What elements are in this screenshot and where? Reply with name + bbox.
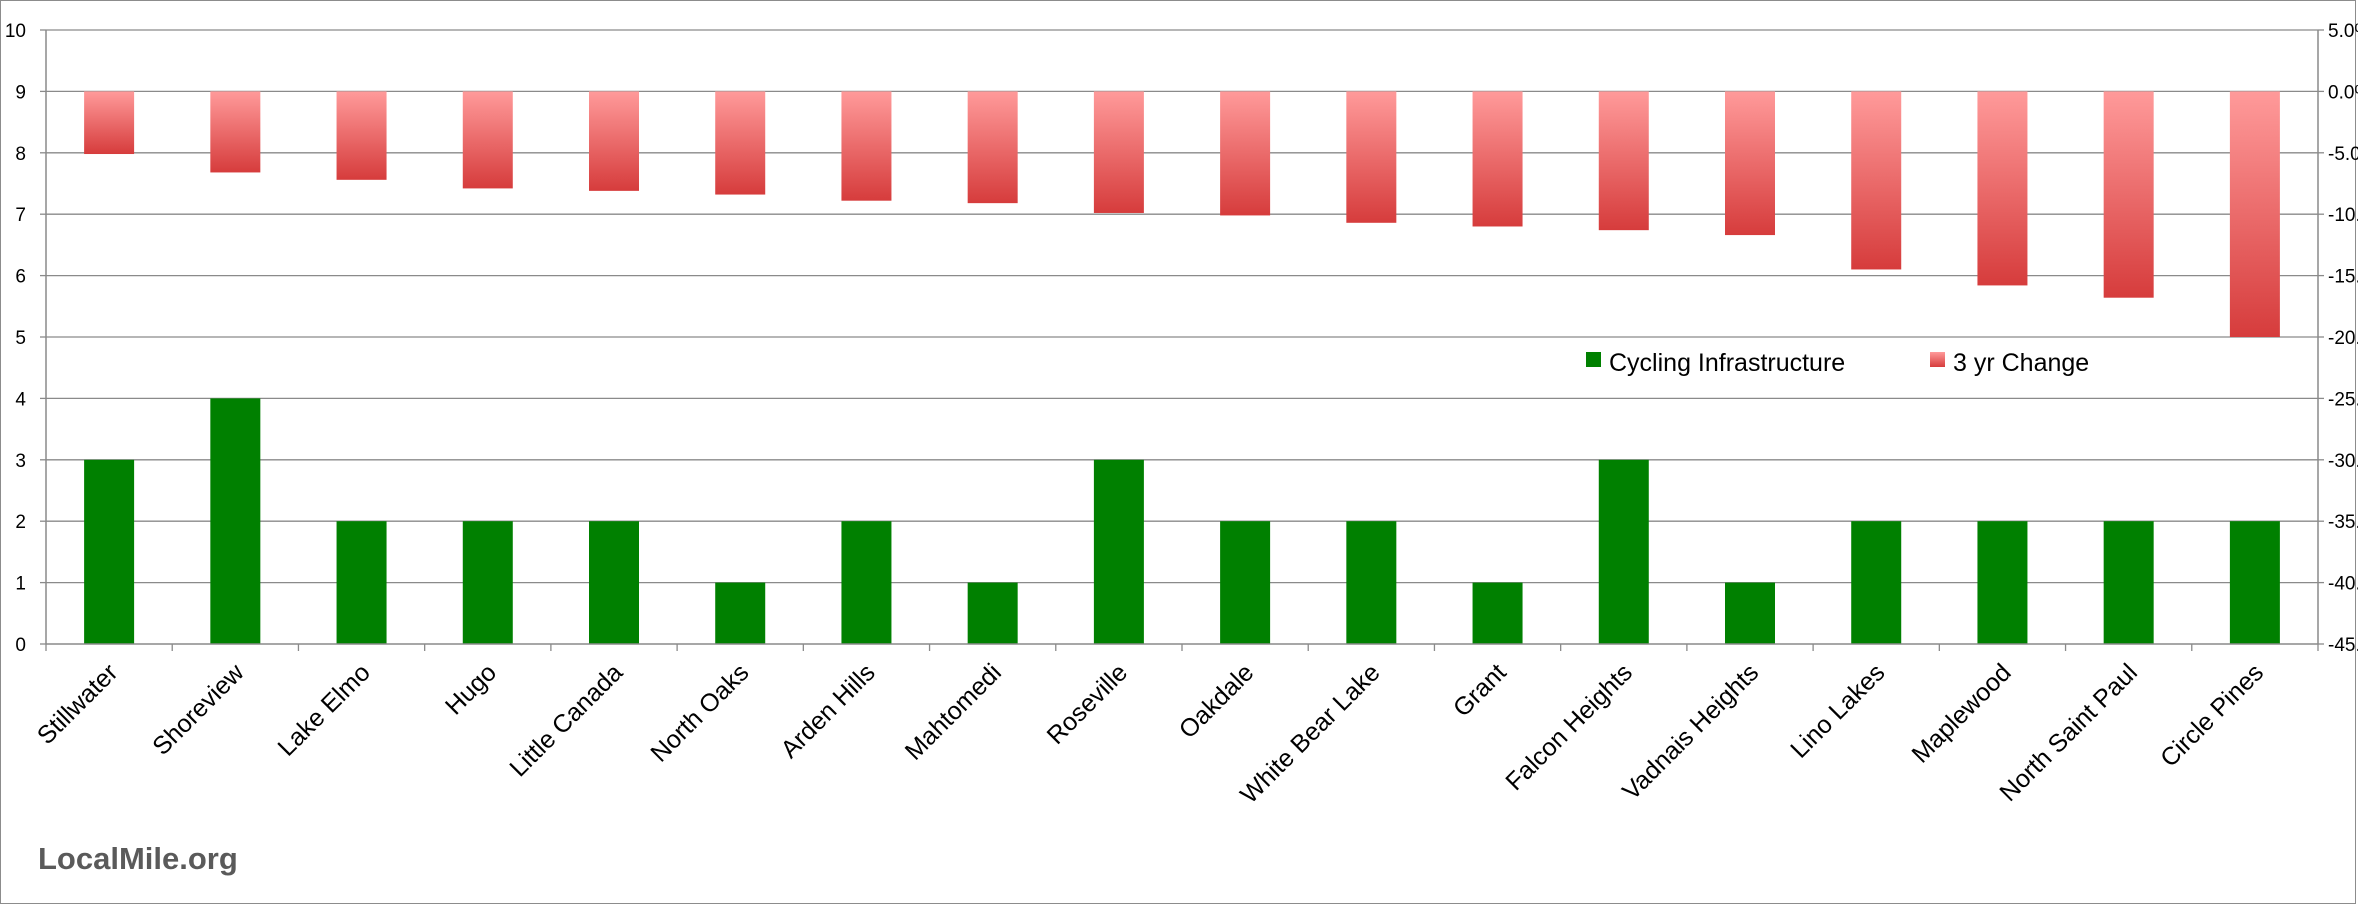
x-category-label: White Bear Lake	[1235, 658, 1385, 808]
y-left-tick-label: 10	[5, 21, 26, 42]
legend-swatch-3yr-change	[1930, 352, 1945, 367]
y-left-tick-label: 4	[15, 389, 26, 410]
x-category-label: Oakdale	[1174, 658, 1260, 744]
x-category-label: Roseville	[1042, 658, 1134, 750]
bar-cycling-infrastructure	[1598, 459, 1649, 644]
y-right-tick-label: -25.0%	[2328, 389, 2358, 410]
x-category-label: North Oaks	[645, 658, 754, 767]
bar-cycling-infrastructure	[210, 398, 261, 644]
bar-3yr-change	[336, 91, 387, 180]
y-left-tick-label: 5	[15, 328, 26, 349]
bar-3yr-change	[210, 91, 261, 173]
x-category-label: Lino Lakes	[1785, 658, 1890, 763]
bar-3yr-change	[1472, 91, 1523, 227]
y-right-tick-label: 0.0%	[2328, 82, 2358, 103]
bar-cycling-infrastructure	[1725, 582, 1775, 644]
y-right-tick-label: -20.0%	[2328, 328, 2358, 349]
y-left-tick-label: 6	[15, 267, 26, 288]
bar-cycling-infrastructure	[84, 459, 135, 644]
y-left-tick-label: 2	[15, 512, 26, 533]
x-category-label: Lake Elmo	[272, 658, 375, 761]
x-category-label: North Saint Paul	[1994, 658, 2143, 807]
bar-3yr-change	[841, 91, 892, 201]
bar-3yr-change	[967, 91, 1018, 204]
y-left-tick-label: 8	[15, 144, 26, 165]
x-category-label: Arden Hills	[775, 658, 880, 763]
y-left-tick-label: 1	[15, 574, 26, 595]
y-left-tick-label: 3	[15, 451, 26, 472]
x-category-label: Stillwater	[32, 658, 124, 750]
legend-label-cycling-infrastructure: Cycling Infrastructure	[1609, 349, 1845, 377]
x-category-label: Grant	[1448, 658, 1512, 722]
bar-cycling-infrastructure	[841, 521, 892, 644]
bar-3yr-change	[2103, 91, 2154, 298]
x-category-label: Little Canada	[504, 658, 628, 782]
bar-3yr-change	[1598, 91, 1649, 231]
bar-3yr-change	[462, 91, 513, 189]
legend-label-3yr-change: 3 yr Change	[1953, 349, 2089, 377]
bar-cycling-infrastructure	[589, 521, 639, 644]
y-left-tick-label: 7	[15, 205, 26, 226]
axes	[40, 29, 2324, 651]
brand-watermark: LocalMile.org	[38, 841, 238, 876]
bar-cycling-infrastructure	[1472, 582, 1523, 644]
y-left-tick-label: 0	[15, 635, 26, 656]
bar-cycling-infrastructure	[1977, 521, 2028, 644]
y-right-tick-label: -10.0%	[2328, 205, 2358, 226]
y-right-tick-label: -35.0%	[2328, 512, 2358, 533]
legend-swatch-cycling-infrastructure	[1586, 352, 1601, 367]
bar-cycling-infrastructure	[2103, 521, 2154, 644]
y-right-tick-label: -5.0%	[2328, 144, 2358, 165]
bar-cycling-infrastructure	[1851, 521, 1902, 644]
bar-3yr-change	[2229, 91, 2280, 338]
y-right-tick-label: -15.0%	[2328, 267, 2358, 288]
bar-3yr-change	[84, 91, 135, 155]
x-category-label: Vadnais Heights	[1617, 658, 1764, 805]
grid-lines	[46, 29, 2318, 584]
legend: Cycling Infrastructure 3 yr Change	[1586, 349, 2089, 377]
bar-cycling-infrastructure	[715, 582, 766, 644]
bar-3yr-change	[1851, 91, 1902, 270]
bar-cycling-infrastructure	[462, 521, 513, 644]
bar-3yr-change	[1093, 91, 1144, 213]
y-right-tick-label: -40.0%	[2328, 574, 2358, 595]
bar-cycling-infrastructure	[1220, 521, 1271, 644]
bar-3yr-change	[1346, 91, 1397, 223]
x-category-label: Maplewood	[1906, 658, 2016, 768]
y-right-tick-label: 5.0%	[2328, 21, 2358, 42]
bar-3yr-change	[1725, 91, 1775, 236]
x-category-label: Shoreview	[147, 658, 250, 761]
bar-cycling-infrastructure	[1093, 459, 1144, 644]
x-category-label: Hugo	[440, 658, 502, 720]
bar-3yr-change	[715, 91, 766, 195]
bar-3yr-change	[1977, 91, 2028, 286]
x-category-label: Circle Pines	[2155, 658, 2269, 772]
bar-cycling-infrastructure	[2229, 521, 2280, 644]
bar-cycling-infrastructure	[967, 582, 1018, 644]
bar-3yr-change	[1220, 91, 1271, 216]
y-left-tick-label: 9	[15, 82, 26, 103]
x-category-label: Mahtomedi	[900, 658, 1007, 765]
bar-cycling-infrastructure	[336, 521, 387, 644]
bar-cycling-infrastructure	[1346, 521, 1397, 644]
x-category-label: Falcon Heights	[1500, 658, 1638, 796]
y-right-tick-label: -30.0%	[2328, 451, 2358, 472]
bar-3yr-change	[589, 91, 639, 191]
bars	[84, 91, 2280, 644]
y-right-tick-label: -45.0%	[2328, 635, 2358, 656]
